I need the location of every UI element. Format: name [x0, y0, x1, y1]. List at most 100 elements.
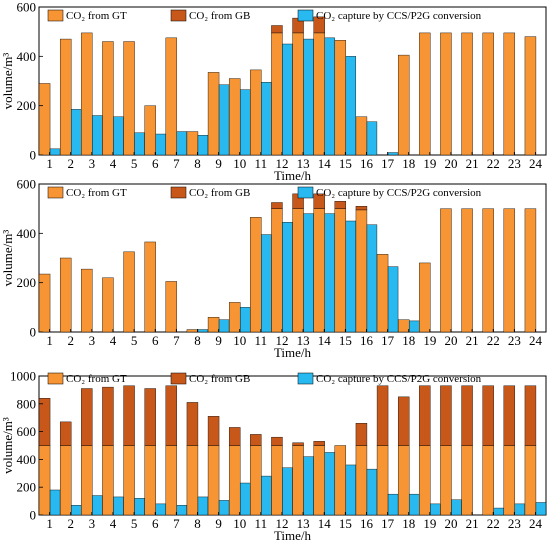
x-tick-label: 12: [275, 516, 288, 531]
bar-gt: [165, 37, 178, 156]
bar-gt: [503, 208, 516, 333]
bar-ccs: [176, 131, 188, 156]
bar-gt: [524, 208, 537, 333]
x-tick-label: 9: [215, 156, 222, 171]
bar-gt: [102, 41, 114, 156]
bar-gt: [165, 445, 178, 516]
legend-swatch: [47, 186, 64, 199]
bar-gb: [123, 385, 135, 446]
bar-ccs: [197, 496, 209, 516]
y-tick-label: 400: [17, 49, 37, 64]
bar-gb: [186, 402, 199, 446]
bar-ccs: [324, 452, 335, 516]
bar-gt: [81, 32, 93, 156]
bar-ccs: [345, 56, 357, 156]
bar-gb: [524, 385, 537, 446]
bar-gb: [313, 16, 325, 34]
bar-gt: [334, 208, 347, 333]
bar-gt: [355, 445, 368, 516]
bar-gb: [419, 385, 431, 446]
bar-ccs: [366, 224, 378, 333]
bar-ccs: [218, 500, 230, 516]
legend-label: CO₂ capture by CCS/P2G conversion: [316, 373, 482, 385]
bar-gt: [207, 72, 220, 156]
bar-gt: [144, 445, 156, 516]
bar-gb: [355, 205, 368, 211]
bar-gt: [81, 445, 93, 516]
y-tick-label: 200: [17, 98, 37, 113]
bar-gt: [102, 445, 114, 516]
x-tick-label: 19: [423, 333, 436, 348]
x-tick-label: 13: [297, 156, 310, 171]
legend-swatch: [170, 372, 187, 385]
bar-gb: [503, 385, 516, 446]
bar-ccs: [155, 133, 166, 156]
bar-gb: [59, 421, 72, 446]
x-tick-label: 7: [173, 516, 180, 531]
bar-gt: [397, 445, 410, 516]
legend-swatch: [297, 372, 314, 385]
x-tick-label: 6: [152, 156, 159, 171]
bar-gb: [355, 423, 368, 446]
bar-gb: [250, 434, 262, 446]
bar-ccs: [514, 503, 526, 516]
bar-ccs: [366, 468, 378, 516]
y-tick-label: 400: [17, 452, 37, 467]
x-tick-label: 24: [529, 156, 543, 171]
bar-ccs: [92, 115, 103, 156]
bar-gt: [482, 208, 494, 333]
bar-gt: [482, 445, 494, 516]
bar-gb: [271, 436, 283, 446]
bar-gt: [355, 116, 368, 156]
bar-gt: [250, 69, 262, 156]
bar-gb: [228, 427, 241, 446]
y-axis-title: volume/m³: [0, 53, 15, 110]
x-tick-label: 1: [46, 516, 53, 531]
legend-swatch: [47, 9, 64, 22]
legend-label: CO₂ from GB: [189, 10, 250, 22]
bar-gt: [397, 319, 410, 333]
x-tick-label: 2: [67, 156, 74, 171]
x-tick-label: 8: [194, 333, 201, 348]
bar-gb: [271, 202, 283, 209]
bar-gt: [313, 32, 325, 156]
bar-ccs: [324, 213, 335, 333]
bar-gt: [461, 445, 473, 516]
bar-ccs: [451, 499, 462, 516]
y-tick-label: 800: [17, 396, 37, 411]
x-axis-title: Time/h: [274, 528, 312, 543]
x-tick-label: 15: [339, 156, 352, 171]
x-tick-label: 12: [275, 156, 288, 171]
bar-gt: [38, 83, 51, 156]
bar-ccs: [261, 475, 272, 516]
x-tick-label: 6: [152, 516, 159, 531]
chart-panel-1: 1 2 3 4 5 6 7 8 9 10 11 12 13 14 15 16 17 18 19 20 21 22 23 240…: [0, 0, 547, 183]
x-tick-label: 4: [110, 516, 117, 531]
x-tick-label: 9: [215, 516, 222, 531]
legend: CO₂ from GT CO₂ from GB CO₂ capture by CCS…: [47, 186, 482, 199]
bar-gt: [419, 445, 431, 516]
bar-gt: [228, 302, 241, 333]
x-tick-label: 14: [318, 333, 332, 348]
x-tick-label: 5: [131, 516, 138, 531]
bar-gt: [419, 32, 431, 156]
legend: CO₂ from GT CO₂ from GB CO₂ capture by CCS…: [47, 9, 482, 22]
bar-ccs: [387, 493, 399, 516]
x-tick-label: 20: [444, 156, 457, 171]
x-tick-label: 19: [423, 516, 436, 531]
bar-ccs: [70, 505, 82, 516]
x-tick-label: 23: [508, 516, 521, 531]
x-tick-label: 24: [529, 333, 543, 348]
bar-gt: [228, 445, 241, 516]
bar-gt: [186, 445, 199, 516]
x-tick-label: 20: [444, 333, 457, 348]
x-tick-label: 13: [297, 333, 310, 348]
bar-gb: [440, 385, 452, 446]
bar-gb: [292, 442, 304, 446]
legend-label: CO₂ from GB: [189, 187, 250, 199]
bar-ccs: [197, 135, 209, 156]
bar-ccs: [535, 502, 547, 516]
x-tick-label: 15: [339, 516, 352, 531]
bar-gb: [334, 201, 347, 209]
bar-gb: [38, 398, 51, 446]
